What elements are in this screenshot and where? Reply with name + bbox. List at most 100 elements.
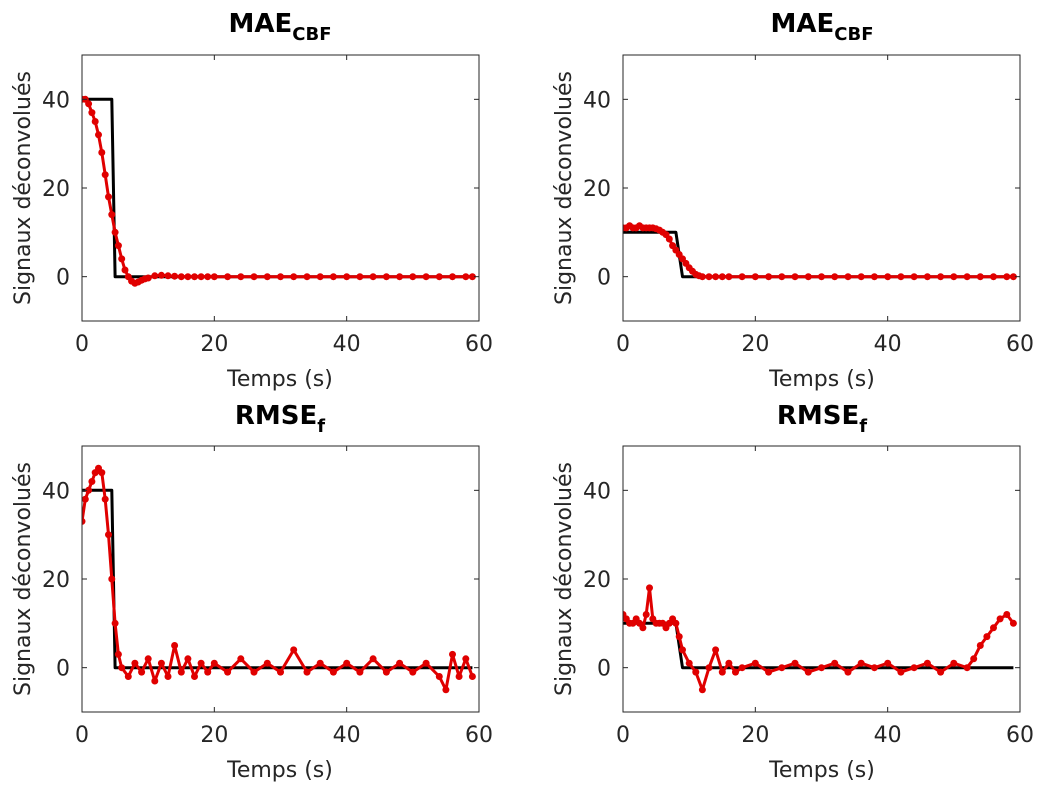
x-tick-label: 0 [75,332,89,357]
x-tick-label: 60 [1006,723,1034,748]
estimate-point [105,531,112,539]
estimate-point [263,659,271,667]
estimate-point [191,673,198,680]
estimate-point [857,273,865,281]
estimate-point [672,619,680,627]
estimate-point [996,615,1004,623]
y-tick-label: 0 [597,657,611,682]
estimate-point [250,668,258,676]
truth-series-line [82,97,473,279]
estimate-point [177,273,185,281]
estimate-point [224,273,232,281]
estimate-point [435,273,443,281]
estimate-point [369,655,377,663]
x-tick-label: 60 [465,332,493,357]
truth-series-line [623,621,1014,670]
axes-box [622,445,1021,713]
estimate-point [224,668,232,676]
y-axis-label: Signaux déconvolués [552,71,577,305]
estimate-point [171,642,179,649]
estimate-point [184,273,192,281]
estimate-point [983,633,991,641]
y-tick-label: 40 [42,479,70,504]
panel-title: RMSEf [777,401,867,437]
estimate-point [937,273,945,281]
x-axis-label: Temps (s) [226,758,333,783]
estimate-point [95,131,102,139]
estimate-point [316,273,324,281]
estimate-point [963,273,971,281]
estimate-point [396,659,404,667]
plot-area [82,464,476,694]
estimate-point [963,664,971,672]
estimate-point [738,273,746,281]
estimate-point [675,633,683,641]
estimate-point [831,659,839,667]
estimate-point [82,495,89,503]
panel-title: RMSEf [235,401,325,437]
estimate-point [950,659,958,667]
y-axis-label: Signaux déconvolués [552,462,577,696]
y-tick-label: 0 [56,657,70,682]
estimate-point [138,668,146,676]
estimate-point [1009,273,1017,281]
estimate-point [639,624,647,632]
estimate-point [990,624,997,632]
estimate-point [435,673,443,680]
estimate-point [171,272,179,280]
estimate-point [718,668,726,676]
estimate-point [263,273,271,281]
panel-rmse-f-right: RMSEf Temps (s) Signaux déconvolués 0 20 4… [552,401,1034,783]
estimate-point [1009,619,1017,627]
estimate-point [725,273,733,281]
estimate-point [950,273,958,281]
x-tick-label: 0 [616,332,630,357]
estimate-series-line [82,97,473,285]
panel-title-main: RMSE [235,401,317,431]
estimate-point [98,469,106,477]
panel-title-subscript: f [859,416,867,437]
y-tick-label: 40 [42,88,70,113]
estimate-point [85,100,93,108]
estimate-point [831,273,839,281]
estimate-point [642,611,650,618]
x-tick-label: 60 [1006,332,1034,357]
estimate-point [884,273,892,281]
estimate-point [303,273,311,281]
estimate-point [111,619,119,627]
x-axis-label: Temps (s) [226,367,333,392]
estimate-point [105,193,112,201]
estimate-point [151,677,159,685]
estimate-point [184,655,192,663]
panel-title-main: RMSE [777,401,859,431]
panel-title: MAECBF [229,9,332,45]
estimate-point [712,273,720,281]
estimate-point [468,273,476,281]
x-tick-label: 20 [741,723,769,748]
estimate-series-line [623,586,1015,692]
estimate-point [422,659,430,667]
estimate-point [449,650,456,658]
panel-title: MAECBF [771,9,874,45]
estimate-point [382,273,390,281]
estimate-point [778,273,786,281]
estimate-point [422,273,430,281]
estimate-point [108,211,116,219]
estimate-point [665,235,673,243]
y-tick-label: 40 [583,88,611,113]
estimate-point [705,664,713,672]
plot-area [623,222,1017,281]
estimate-point [449,273,456,281]
estimate-point [844,273,852,281]
estimate-point [290,646,298,654]
estimate-point [976,273,984,281]
estimate-point [204,668,212,676]
estimate-point [910,273,918,281]
estimate-point [151,272,159,280]
estimate-point [343,273,351,281]
estimate-point [191,273,198,281]
estimate-point [237,655,245,663]
estimate-point [910,664,918,672]
estimate-point [82,517,86,525]
